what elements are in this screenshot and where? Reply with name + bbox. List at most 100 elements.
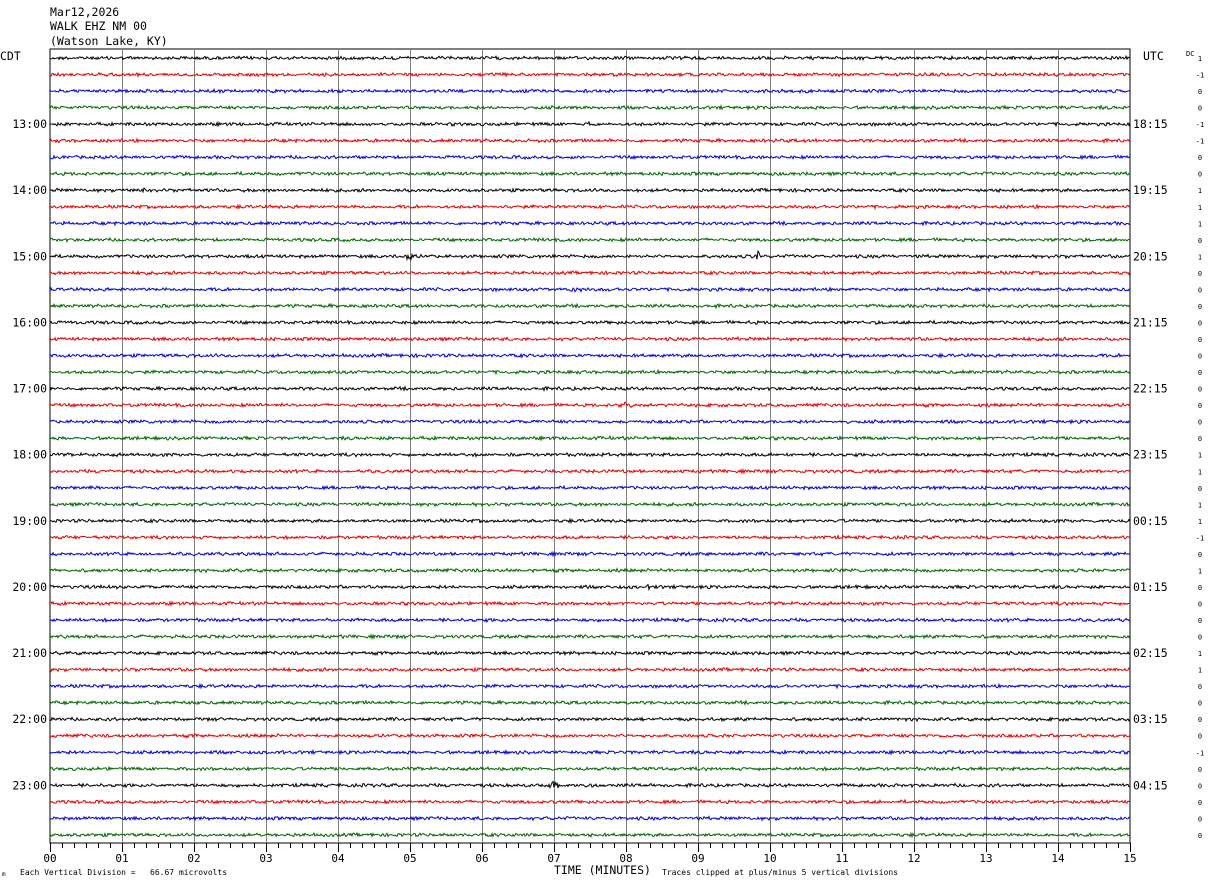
dc-offset-17: 0 [1198,336,1202,344]
dc-offset-34: 0 [1198,617,1202,625]
x-tick-label: 08 [619,852,632,865]
dc-offset-15: 0 [1198,303,1202,311]
utc-hour-label: 02:15 [1133,646,1168,660]
trace-20 [49,385,1131,392]
trace-45 [49,798,1131,806]
trace-38 [49,682,1131,690]
dc-offset-36: 1 [1198,650,1202,658]
x-tick-label: 09 [691,852,704,865]
trace-5 [49,137,1131,144]
dc-offset-38: 0 [1198,683,1202,691]
dc-offset-23: 0 [1198,435,1202,443]
trace-24 [49,451,1131,458]
dc-offset-10: 1 [1198,220,1202,228]
dc-offset-9: 1 [1198,204,1202,212]
right-timezone-label: UTC [1143,49,1164,63]
trace-12 [49,249,1131,262]
dc-offset-44: 0 [1198,782,1202,790]
x-tick-label: 06 [475,852,488,865]
trace-19 [49,368,1131,376]
utc-hour-label: 23:15 [1133,448,1168,462]
cdt-hour-label: 23:00 [12,778,47,792]
trace-46 [49,815,1131,822]
dc-offset-18: 0 [1198,353,1202,361]
trace-40 [49,716,1131,723]
dc-offset-29: -1 [1196,534,1204,542]
trace-7 [49,170,1131,177]
dc-offset-31: 1 [1198,567,1202,575]
trace-4 [49,120,1131,128]
trace-3 [49,104,1131,111]
dc-offset-11: 0 [1198,237,1202,245]
trace-33 [49,600,1131,607]
utc-hour-label: 19:15 [1133,183,1168,197]
dc-offset-42: -1 [1196,749,1204,757]
x-tick-label: 02 [187,852,200,865]
trace-47 [49,831,1131,839]
cdt-hour-label: 16:00 [12,315,47,329]
dc-offset-21: 0 [1198,402,1202,410]
utc-hour-label: 18:15 [1133,117,1168,131]
trace-0 [49,54,1131,61]
cdt-hour-label: 19:00 [12,514,47,528]
trace-15 [49,302,1131,310]
trace-39 [49,699,1131,706]
x-tick-label: 05 [403,852,416,865]
dc-offset-20: 0 [1198,386,1202,394]
x-tick-label: 04 [331,852,345,865]
x-tick-label: 01 [115,852,128,865]
trace-34 [49,616,1131,624]
dc-offset-25: 1 [1198,468,1202,476]
trace-11 [49,236,1131,244]
chart-frame [49,48,1131,844]
header-date: Mar12,2026 [50,5,120,19]
dc-offset-43: 0 [1198,766,1202,774]
header-station: WALK EHZ NM 00 [50,19,147,33]
x-tick-label: 11 [835,852,848,865]
dc-offset-0: 1 [1198,55,1202,63]
dc-offset-16: 0 [1198,319,1202,327]
dc-offset-27: 1 [1198,501,1202,509]
scale-label: Each Vertical Division = 66.67 microvolt… [20,868,228,877]
dc-offset-45: 0 [1198,799,1202,807]
dc-label: DC [1186,50,1195,58]
grid-lines [49,48,1131,844]
dc-offset-5: -1 [1196,138,1204,146]
x-tick-label: 03 [259,852,272,865]
dc-offset-47: 0 [1198,832,1202,840]
dc-offset-33: 0 [1198,600,1202,608]
dc-offset-22: 0 [1198,419,1202,427]
trace-31 [49,567,1131,574]
dc-offset-26: 0 [1198,485,1202,493]
trace-8 [49,187,1131,194]
trace-26 [49,484,1131,491]
dc-offset-39: 0 [1198,700,1202,708]
trace-18 [49,352,1131,359]
utc-hour-label: 20:15 [1133,249,1168,263]
cdt-hour-label: 20:00 [12,580,47,594]
cdt-hour-label: 15:00 [12,249,47,263]
trace-28 [49,517,1131,525]
utc-hour-label: 22:15 [1133,382,1168,396]
trace-14 [49,286,1131,294]
cdt-hour-label: 17:00 [12,382,47,396]
trace-21 [49,401,1131,409]
corner-mark: m [2,871,6,878]
trace-1 [49,71,1131,78]
dc-offset-30: 0 [1198,551,1202,559]
x-tick-label: 15 [1123,852,1136,865]
x-tick-label: 07 [547,852,560,865]
x-tick-label: 14 [1051,852,1065,865]
trace-37 [49,666,1131,673]
cdt-hour-label: 21:00 [12,646,47,660]
trace-42 [49,748,1131,756]
utc-hour-label: 01:15 [1133,580,1168,594]
trace-25 [49,468,1131,475]
trace-36 [49,649,1131,657]
utc-hour-label: 21:15 [1133,315,1168,329]
dc-offset-7: 0 [1198,171,1202,179]
dc-offset-41: 0 [1198,733,1202,741]
left-timezone-label: CDT [0,49,21,63]
dc-offset-37: 1 [1198,667,1202,675]
